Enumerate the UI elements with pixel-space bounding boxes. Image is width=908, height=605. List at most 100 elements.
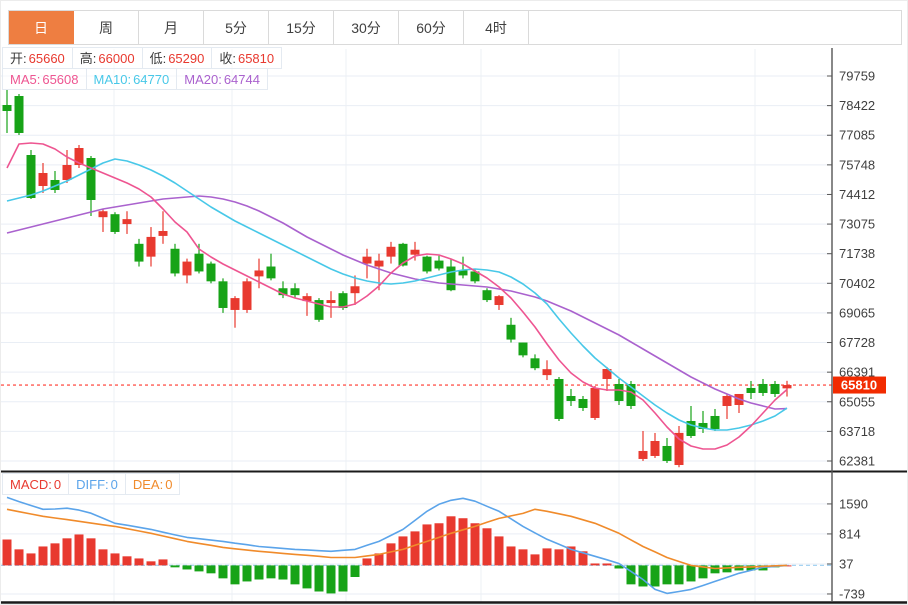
- macd-bar: [314, 565, 324, 592]
- candle: [38, 172, 48, 186]
- candle: [350, 286, 360, 294]
- legend-value: 0: [110, 476, 118, 492]
- candle: [122, 219, 132, 225]
- macd-bar: [206, 565, 216, 574]
- tab-day[interactable]: 日: [9, 11, 74, 44]
- ohlc-legend-item: 高: 66000: [71, 48, 142, 68]
- legend-value: 64770: [133, 71, 170, 87]
- macd-bar: [110, 553, 120, 566]
- macd-bar: [350, 565, 360, 577]
- macd-bar: [194, 565, 204, 572]
- candle: [782, 385, 792, 389]
- candle: [374, 260, 384, 267]
- tab-60min[interactable]: 60分: [399, 11, 464, 44]
- macd-bar: [710, 565, 720, 574]
- macd-bar: [614, 565, 624, 569]
- macd-bar: [626, 565, 636, 585]
- candle: [578, 398, 588, 408]
- axis-tick-label: 74412: [839, 187, 875, 202]
- ma20-line: [6, 195, 788, 410]
- macd-bar: [2, 539, 12, 566]
- macd-bar: [374, 553, 384, 566]
- candle: [638, 450, 648, 459]
- tab-5min[interactable]: 5分: [204, 11, 269, 44]
- candle: [62, 164, 72, 180]
- macd-bar: [266, 565, 276, 579]
- macd-bar: [242, 565, 252, 582]
- macd-bar: [230, 565, 240, 585]
- macd-bar: [278, 565, 288, 580]
- candle: [506, 324, 516, 340]
- macd-bar: [386, 543, 396, 566]
- ma-legend-item: MA10: 64770: [85, 69, 177, 89]
- macd-bar: [566, 546, 576, 566]
- legend-value: 65660: [28, 50, 65, 66]
- macd-legend-item: MACD: 0: [3, 474, 68, 494]
- legend-value: 66000: [98, 50, 135, 66]
- macd-bar: [530, 554, 540, 566]
- candle: [482, 290, 492, 301]
- candle: [410, 249, 420, 255]
- axis-tick-label: 77085: [839, 128, 875, 143]
- legend-label: MACD:: [10, 476, 52, 492]
- axis-tick-label: 37: [839, 556, 853, 571]
- last-price-tag: 65810: [833, 376, 886, 394]
- candle: [290, 288, 300, 296]
- candle: [386, 246, 396, 257]
- axis-tick-label: 63718: [839, 424, 875, 439]
- macd-bar: [338, 565, 348, 592]
- candle: [26, 155, 36, 199]
- macd-bar: [146, 561, 156, 566]
- candle: [494, 296, 504, 306]
- macd-bar: [554, 549, 564, 566]
- candle: [362, 256, 372, 264]
- ma10-line: [6, 158, 788, 431]
- ohlc-legend-item: 低: 65290: [141, 48, 212, 68]
- macd-bar: [182, 565, 192, 570]
- macd-bar: [362, 558, 372, 566]
- axis-tick-label: 65055: [839, 394, 875, 409]
- candle: [758, 383, 768, 393]
- tab-week[interactable]: 周: [74, 11, 139, 44]
- macd-axis: 1590 814 37 -739: [827, 496, 868, 601]
- legend-label: DEA:: [132, 476, 164, 492]
- tab-15min[interactable]: 15分: [269, 11, 334, 44]
- tab-month[interactable]: 月: [139, 11, 204, 44]
- candlesticks: [2, 90, 792, 468]
- last-price-tag-value: 65810: [841, 378, 877, 393]
- candle: [266, 266, 276, 279]
- candle: [650, 440, 660, 456]
- ma-legend-item: MA20: 64744: [176, 69, 267, 89]
- candle: [278, 288, 288, 296]
- candle: [602, 368, 612, 379]
- tab-4hour[interactable]: 4时: [464, 11, 529, 44]
- tab-30min[interactable]: 30分: [334, 11, 399, 44]
- candle: [170, 248, 180, 274]
- macd-legend-item: DIFF: 0: [68, 474, 125, 494]
- axis-tick-label: 71738: [839, 246, 875, 261]
- ma-legend: MA5: 65608 MA10: 64770 MA20: 64744: [2, 68, 268, 90]
- macd-bar: [446, 516, 456, 566]
- candle: [110, 214, 120, 232]
- macd-bar: [86, 538, 96, 566]
- macd-bar: [398, 536, 408, 566]
- macd-bar: [542, 548, 552, 566]
- candle: [686, 420, 696, 436]
- legend-label: 高:: [79, 50, 97, 66]
- legend-value: 65810: [237, 50, 275, 66]
- macd-bar: [662, 565, 672, 585]
- ohlc-legend-item: 开: 65660: [3, 48, 72, 68]
- macd-bar: [134, 558, 144, 566]
- macd-bar: [470, 523, 480, 566]
- candle: [158, 230, 168, 236]
- candle: [134, 243, 144, 262]
- candle: [626, 383, 636, 406]
- price-axis: 79759 78422 77085 75748 74412 73075 71738 70402…: [827, 48, 875, 602]
- axis-tick-label: 66391: [839, 365, 875, 380]
- legend-label: MA5:: [10, 71, 41, 87]
- candle: [50, 179, 60, 191]
- macd-bar: [698, 565, 708, 579]
- macd-bar: [158, 559, 168, 566]
